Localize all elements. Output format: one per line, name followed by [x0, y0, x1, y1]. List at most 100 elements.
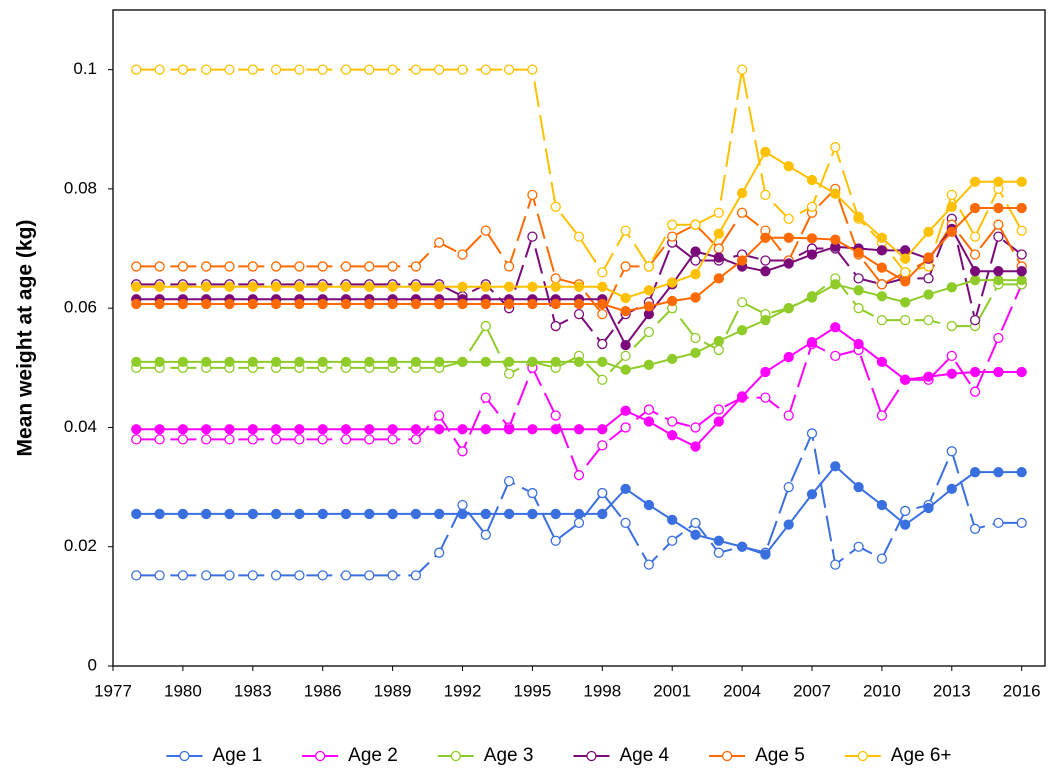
data-point [201, 508, 212, 520]
data-point [457, 499, 468, 511]
data-point [434, 64, 445, 75]
data-point [317, 356, 328, 368]
data-point [876, 356, 888, 368]
data-point [993, 176, 1004, 187]
data-point [503, 261, 515, 272]
data-point [969, 366, 981, 378]
data-point [457, 356, 468, 368]
data-point [713, 404, 724, 415]
data-point [550, 508, 561, 520]
data-point [900, 276, 911, 287]
data-point [364, 281, 375, 292]
data-point [387, 298, 398, 310]
data-point [527, 298, 538, 310]
data-point [410, 298, 422, 310]
data-point [713, 243, 724, 254]
data-point [527, 487, 538, 499]
x-tick-label: 1995 [513, 681, 551, 700]
data-point [736, 541, 748, 552]
data-point [667, 295, 678, 307]
data-point [946, 282, 957, 293]
data-point [201, 64, 212, 75]
data-point [900, 267, 911, 278]
data-point [154, 261, 165, 272]
data-point [876, 291, 888, 302]
data-point [876, 245, 888, 256]
data-point [713, 416, 724, 427]
data-point [177, 570, 189, 581]
data-point [573, 231, 585, 242]
data-point [620, 340, 631, 351]
data-point [480, 64, 491, 75]
data-point [480, 225, 491, 236]
data-point [480, 508, 491, 520]
data-point [550, 356, 561, 368]
data-point [643, 359, 655, 370]
data-point [1016, 366, 1027, 378]
data-point [760, 392, 771, 403]
data-point [364, 298, 375, 310]
data-point [690, 332, 701, 344]
data-point [527, 64, 538, 75]
data-point [969, 231, 981, 242]
data-point [969, 266, 981, 277]
data-point [806, 249, 818, 260]
data-point [946, 350, 957, 362]
data-point [853, 303, 864, 314]
legend-item: Age 5 [709, 745, 805, 766]
data-point [527, 189, 538, 201]
data-point [410, 281, 422, 292]
data-point [597, 440, 608, 451]
data-point [830, 350, 841, 362]
data-point [993, 467, 1004, 478]
data-point [620, 306, 631, 317]
data-point [806, 292, 818, 303]
data-point [294, 261, 305, 272]
data-point [270, 508, 282, 520]
data-point [923, 314, 934, 326]
data-point [154, 434, 165, 445]
data-point [177, 508, 189, 520]
data-point [853, 541, 864, 552]
data-point [294, 434, 305, 445]
data-point [1016, 249, 1027, 260]
data-point [713, 207, 724, 218]
data-point [690, 219, 701, 230]
legend-marker [721, 750, 733, 762]
x-tick-label: 1977 [94, 681, 132, 700]
data-point [620, 517, 631, 529]
data-point [434, 237, 445, 248]
data-point [270, 298, 282, 310]
data-point [527, 424, 538, 435]
data-point [201, 281, 212, 292]
data-point [317, 64, 328, 75]
data-point [317, 298, 328, 310]
data-point [713, 547, 724, 558]
data-point [783, 258, 794, 269]
data-point [177, 434, 189, 445]
data-point [364, 64, 375, 75]
data-point [853, 247, 864, 258]
data-point [410, 261, 422, 272]
data-point [317, 281, 328, 292]
data-point [760, 255, 771, 266]
data-point [853, 273, 864, 284]
data-point [573, 281, 585, 292]
data-point [1016, 467, 1027, 478]
data-point [247, 281, 258, 292]
data-point [154, 356, 165, 368]
data-point [923, 226, 934, 237]
data-point [154, 281, 165, 292]
data-point [736, 187, 748, 199]
data-point [480, 356, 491, 368]
data-point [340, 434, 352, 445]
data-point [201, 424, 212, 435]
data-point [294, 570, 305, 581]
data-point [317, 434, 328, 445]
data-point [177, 261, 189, 272]
legend-marker [857, 750, 868, 762]
data-point [643, 416, 655, 427]
legend-marker [179, 750, 190, 762]
data-point [806, 174, 818, 186]
